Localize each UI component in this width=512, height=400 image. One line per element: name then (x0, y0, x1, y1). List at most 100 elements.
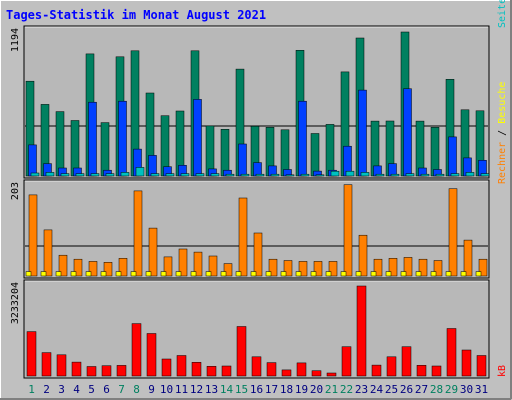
bar-rechner-day-22 (340, 271, 347, 277)
bar-kb-day-29 (446, 328, 457, 377)
bar-seiten-day-18 (285, 174, 295, 177)
bar-kb-day-4 (71, 361, 82, 377)
x-tick-label: 31 (475, 383, 488, 396)
bar-rechner-day-6 (100, 271, 107, 277)
bar-kb-day-30 (461, 349, 472, 377)
x-tick-label: 22 (340, 383, 353, 396)
x-tick-label: 21 (325, 383, 338, 396)
bar-kb-day-27 (416, 365, 427, 377)
bar-besuche-day-23 (358, 234, 368, 277)
bar-kb-day-13 (206, 366, 217, 377)
bar-besuche-day-15 (238, 197, 248, 277)
bar-seiten-day-8 (135, 167, 145, 177)
bar-rechner-day-7 (115, 271, 122, 277)
x-tick-label: 26 (400, 383, 413, 396)
bar-kb-day-25 (386, 356, 397, 377)
x-tick-label: 3 (58, 383, 65, 396)
bar-kb-day-22 (341, 346, 352, 377)
x-tick-label: 23 (355, 383, 368, 396)
x-tick-label: 15 (235, 383, 248, 396)
bar-seiten-day-9 (150, 173, 160, 177)
bar-besuche-day-3 (58, 254, 68, 277)
bar-rechner-day-5 (85, 271, 92, 277)
bar-anfragen-day-4 (70, 120, 80, 177)
bar-seiten-day-25 (390, 173, 400, 177)
bar-anfragen-day-14 (220, 129, 230, 177)
x-tick-label: 27 (415, 383, 428, 396)
x-tick-label: 17 (265, 383, 278, 396)
bar-besuche-day-18 (283, 260, 293, 277)
bar-kb-day-20 (311, 370, 322, 377)
requests-files-pages-panel: 1194 Seiten / Dateien / Anfragen (10, 0, 508, 179)
legend: Rechner / Besuche (497, 82, 508, 184)
bar-anfragen-day-6 (100, 122, 110, 177)
bar-besuche-day-9 (148, 227, 158, 277)
bar-rechner-day-11 (175, 271, 182, 277)
bar-rechner-day-27 (415, 271, 422, 277)
bar-rechner-day-20 (310, 271, 317, 277)
bar-kb-day-28 (431, 365, 442, 377)
legend-entry: kB (497, 365, 508, 377)
bar-besuche-day-7 (118, 258, 128, 277)
x-tick-label: 20 (310, 383, 323, 396)
bar-rechner-day-17 (265, 271, 272, 277)
bar-kb-day-18 (281, 369, 292, 377)
bar-besuche-day-8 (133, 190, 143, 277)
bar-anfragen-day-3 (55, 111, 65, 177)
bar-kb-day-7 (116, 365, 127, 377)
bar-rechner-day-15 (235, 271, 242, 277)
bar-kb-day-15 (236, 326, 247, 377)
bar-besuche-day-22 (343, 184, 353, 277)
bar-besuche-day-14 (223, 263, 233, 277)
bar-kb-day-9 (146, 333, 157, 377)
bar-rechner-day-12 (190, 271, 197, 277)
bar-besuche-day-10 (163, 256, 173, 277)
bar-kb-day-31 (476, 355, 487, 377)
bar-seiten-day-24 (375, 173, 385, 177)
bar-seiten-day-3 (60, 173, 70, 177)
bar-besuche-day-16 (253, 232, 263, 277)
bar-dateien-day-9 (148, 155, 157, 177)
bar-besuche-day-24 (373, 258, 383, 277)
bar-besuche-day-17 (268, 258, 278, 277)
bar-besuche-day-21 (328, 261, 338, 277)
legend-entry: Besuche (497, 82, 508, 124)
bar-besuche-day-27 (418, 258, 428, 277)
bar-rechner-day-13 (205, 271, 212, 277)
bar-rechner-day-4 (70, 271, 77, 277)
kbytes-panel: 3233204 kB (10, 279, 508, 379)
bar-kb-day-12 (191, 362, 202, 377)
bar-kb-day-19 (296, 362, 307, 377)
bar-kb-day-6 (101, 365, 112, 377)
x-tick-label: 16 (250, 383, 263, 396)
bar-seiten-day-6 (105, 173, 115, 177)
bar-besuche-day-31 (478, 258, 488, 277)
x-tick-label: 13 (205, 383, 218, 396)
bar-seiten-day-5 (90, 173, 100, 177)
bar-dateien-day-7 (118, 100, 127, 177)
x-tick-label: 11 (175, 383, 188, 396)
x-tick-label: 8 (133, 383, 140, 396)
bar-seiten-day-12 (195, 173, 205, 177)
bar-besuche-day-4 (73, 258, 83, 277)
bar-rechner-day-23 (355, 271, 362, 277)
bar-rechner-day-19 (295, 271, 302, 277)
bar-besuche-day-12 (193, 251, 203, 277)
bar-kb-day-24 (371, 364, 382, 377)
bar-besuche-day-6 (103, 262, 113, 277)
bar-rechner-day-10 (160, 271, 167, 277)
bar-seiten-day-7 (120, 172, 130, 177)
bar-rechner-day-30 (460, 271, 467, 277)
bar-kb-day-8 (131, 323, 142, 377)
bar-dateien-day-29 (448, 136, 457, 177)
x-tick-label: 7 (118, 383, 125, 396)
bar-dateien-day-19 (298, 100, 307, 177)
bar-kb-day-5 (86, 366, 97, 377)
x-tick-label: 5 (88, 383, 95, 396)
bar-rechner-day-3 (55, 271, 62, 277)
bar-dateien-day-26 (403, 88, 412, 177)
y-max-label: 203 (10, 182, 21, 200)
bar-anfragen-day-18 (280, 129, 290, 177)
x-tick-label: 29 (445, 383, 458, 396)
